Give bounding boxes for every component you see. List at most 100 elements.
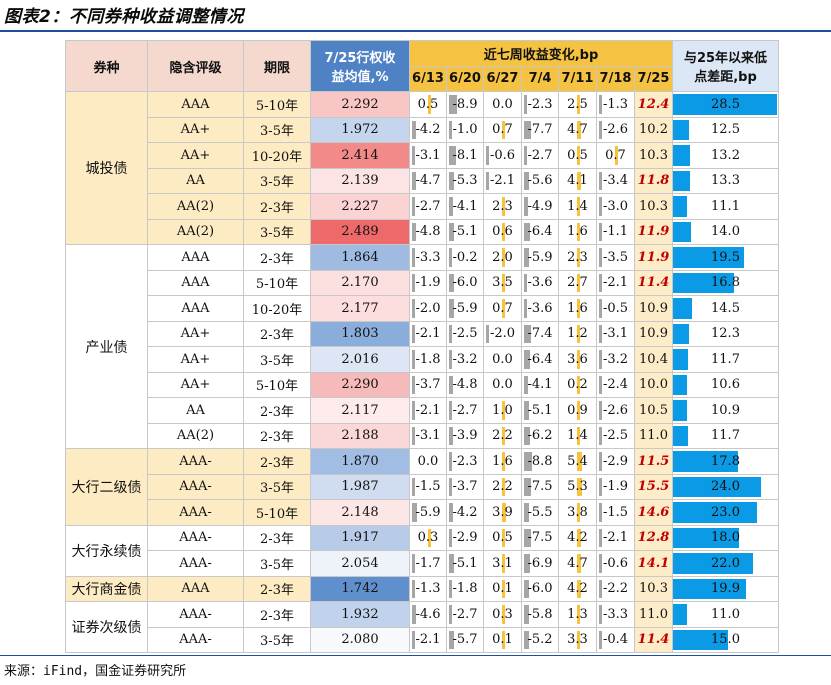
- weekly-change-cell: 4.1: [558, 167, 597, 194]
- weekly-change-bar: [502, 401, 505, 420]
- weekly-change-bar: [449, 579, 452, 598]
- gap-cell: 11.1: [672, 193, 779, 220]
- gap-value: 13.2: [711, 147, 740, 163]
- figure-title: 图表2：不同券种收益调整情况: [4, 7, 244, 27]
- weekly-change-bar: [524, 401, 529, 420]
- weekly-change-value: 2.3: [492, 198, 513, 214]
- weekly-change-value: -6.4: [527, 351, 553, 367]
- weekly-change-cell: -1.1: [596, 218, 635, 245]
- weekly-change-bar: [577, 605, 580, 624]
- gap-bar: [673, 323, 689, 344]
- weekly-change-bar: [524, 146, 527, 165]
- avg-yield-cell: 2.139: [310, 167, 410, 194]
- term-cell: 2-3年: [243, 422, 311, 449]
- weekly-change-bar: [449, 120, 452, 139]
- weekly-change-cell: -8.1: [446, 142, 484, 169]
- source-divider: [0, 655, 831, 656]
- weekly-change-cell: -3.4: [596, 167, 635, 194]
- gap-bar: [673, 425, 688, 446]
- weekly-change-cell: 15.5: [634, 473, 673, 500]
- weekly-change-value: -5.1: [452, 555, 478, 571]
- weekly-change-cell: -8.9: [446, 91, 484, 118]
- weekly-change-bar: [524, 630, 529, 649]
- weekly-change-cell: -4.8: [409, 218, 447, 245]
- term-cell: 3-5年: [243, 218, 311, 245]
- weekly-change-cell: -5.1: [446, 550, 484, 577]
- weekly-change-bar: [599, 477, 602, 496]
- bond-type-cell: 证券次级债: [65, 601, 148, 653]
- gap-value: 12.5: [711, 122, 740, 138]
- weekly-change-bar: [599, 426, 602, 445]
- weekly-change-bar: [412, 222, 417, 241]
- weekly-change-bar: [449, 477, 453, 496]
- weekly-change-cell: -2.3: [521, 91, 559, 118]
- weekly-change-bar: [599, 350, 602, 369]
- weekly-change-value: 1.6: [567, 300, 588, 316]
- weekly-change-bar: [502, 222, 505, 241]
- weekly-change-cell: -2.6: [596, 397, 635, 424]
- weekly-change-cell: -2.5: [446, 320, 484, 347]
- weekly-change-bar: [412, 171, 417, 190]
- gap-cell: 28.5: [672, 91, 779, 118]
- weekly-change-cell: -4.2: [446, 499, 484, 526]
- weekly-change-cell: 10.2: [634, 116, 673, 143]
- gap-value: 10.9: [711, 402, 740, 418]
- weekly-change-value: -2.9: [452, 530, 478, 546]
- table-row: AAA- 3-5年 1.987 -1.5 -3.7 2.2 -7.5 5.3 -1.9 15.5 2…: [66, 473, 779, 500]
- weekly-change-bar: [524, 503, 529, 522]
- weekly-change-bar: [524, 197, 529, 216]
- weekly-change-bar: [524, 299, 528, 318]
- weekly-change-value: 10.2: [639, 122, 668, 138]
- weekly-change-cell: -7.5: [521, 524, 559, 551]
- weekly-change-value: -2.3: [527, 96, 553, 112]
- weekly-change-value: -2.5: [602, 428, 629, 444]
- weekly-change-value: 2.5: [567, 96, 588, 112]
- weekly-change-bar: [412, 554, 415, 573]
- term-cell: 3-5年: [243, 473, 311, 500]
- weekly-change-bar: [577, 299, 580, 318]
- weekly-change-bar: [412, 503, 418, 522]
- bond-type-cell: 产业债: [65, 244, 148, 449]
- gap-bar: [673, 145, 690, 166]
- table-row: AA 2-3年 2.117 -2.1 -2.7 1.0 -5.1 0.9 -2.6 10.5 10.…: [66, 397, 779, 424]
- weekly-change-value: 12.8: [637, 530, 670, 546]
- weekly-change-bar: [524, 273, 528, 292]
- weekly-change-bar: [599, 299, 602, 318]
- weekly-change-bar: [524, 248, 530, 267]
- weekly-change-cell: 1.6: [483, 448, 522, 475]
- weekly-change-value: -5.5: [527, 504, 553, 520]
- weekly-change-value: -2.6: [602, 122, 629, 138]
- table-row: AAA 5-10年 2.170 -1.9 -6.0 3.5 -3.6 2.7 -2.1 11.4 1…: [66, 269, 779, 296]
- weekly-change-cell: -2.4: [596, 371, 635, 398]
- weekly-change-cell: 4.7: [558, 550, 597, 577]
- weekly-change-cell: 11.5: [634, 448, 673, 475]
- term-cell: 2-3年: [243, 193, 311, 220]
- weekly-change-cell: -0.6: [596, 550, 635, 577]
- weekly-change-value: 0.1: [492, 581, 513, 597]
- weekly-change-value: 11.4: [637, 275, 670, 291]
- weekly-change-bar: [412, 401, 415, 420]
- weekly-change-bar: [502, 503, 506, 522]
- title-divider: [0, 30, 831, 32]
- weekly-change-bar: [577, 171, 581, 190]
- avg-yield-cell: 2.489: [310, 218, 410, 245]
- weekly-change-value: -0.2: [452, 249, 478, 265]
- term-cell: 5-10年: [243, 371, 311, 398]
- weekly-change-bar: [524, 579, 530, 598]
- weekly-change-cell: 10.4: [634, 346, 673, 373]
- avg-yield-cell: 2.414: [310, 142, 410, 169]
- weekly-change-cell: 10.5: [634, 397, 673, 424]
- weekly-change-cell: 2.5: [558, 91, 597, 118]
- weekly-change-bar: [599, 554, 602, 573]
- weekly-change-cell: 1.3: [558, 601, 597, 628]
- weekly-change-bar: [449, 222, 454, 241]
- weekly-change-cell: -3.7: [446, 473, 484, 500]
- gap-value: 16.8: [711, 275, 740, 291]
- weekly-change-value: -7.5: [527, 479, 553, 495]
- weekly-change-bar: [449, 95, 457, 114]
- table-body: 城投债 AAA 5-10年 2.292 0.5 -8.9 0.0 -2.3 2.5 -1.3 12.…: [65, 91, 779, 653]
- weekly-change-value: 10.4: [639, 351, 668, 367]
- weekly-change-value: 0.0: [492, 96, 513, 112]
- weekly-change-value: -2.5: [452, 326, 478, 342]
- weekly-change-value: 0.7: [605, 147, 626, 163]
